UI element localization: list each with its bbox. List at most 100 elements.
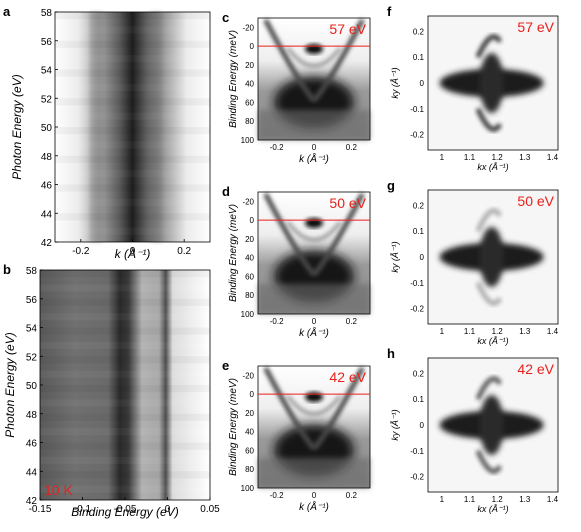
h-xtick-label: 1.4 [547, 495, 559, 504]
a-ytick-label: 44 [41, 209, 53, 220]
d-ytick-label: 0 [250, 216, 255, 225]
d-xlabel: k (Å⁻¹) [299, 326, 329, 339]
panel-g: g 50 eV 1 1.1 1.2 1.3 1.4 -0.2 -0.1 0 0.1 0.2 kx (Å⁻… [387, 178, 559, 346]
e-ytick-label: 60 [245, 446, 254, 455]
photon-energy-label: 42 eV [517, 361, 554, 377]
photon-energy-label: 57 eV [517, 19, 554, 35]
g-xtick-label: 1.1 [464, 327, 476, 336]
b-ytick-label: 58 [26, 266, 38, 277]
photon-energy-label: 50 eV [329, 195, 366, 211]
e-xtick-label: 0 [312, 491, 317, 500]
f-xtick-label: 1.3 [519, 153, 531, 162]
e-ytick-label: 0 [250, 390, 255, 399]
b-ytick-label: 52 [26, 352, 38, 363]
a-ytick-label: 50 [41, 123, 53, 134]
e-xtick-label: 0.2 [346, 491, 358, 500]
f-ytick-label: 0.1 [413, 53, 425, 62]
d-xtick-label: 0.2 [346, 317, 358, 326]
a-xtick-label: -0.2 [72, 246, 90, 257]
d-ytick-label: 20 [245, 235, 254, 244]
panel-h-frame [427, 357, 559, 493]
a-xtick-label: 0.2 [177, 246, 191, 257]
b-ytick-label: 50 [26, 381, 38, 392]
e-xlabel: k (Å⁻¹) [299, 500, 329, 513]
f-ytick-label: 0 [420, 79, 425, 88]
a-ytick-label: 48 [41, 152, 53, 163]
panel-d-frame [257, 191, 371, 315]
c-xlabel: k (Å⁻¹) [299, 152, 329, 165]
f-xtick-label: 1.2 [492, 153, 504, 162]
b-ylabel: Photon Energy (eV) [3, 332, 17, 437]
a-ytick-label: 58 [41, 8, 53, 19]
panel-a: a -0.2 0 0.2 42 44 46 48 50 52 54 56 58 k (Å⁻¹) Photo… [3, 4, 211, 261]
panel-letter-c: c [222, 10, 229, 25]
h-ytick-label: -0.1 [410, 447, 424, 456]
a-ytick-label: 42 [41, 238, 53, 249]
a-xtick-label: 0 [130, 246, 136, 257]
c-ytick-label: 20 [245, 61, 254, 70]
f-ytick-label: -0.2 [410, 131, 424, 140]
b-ytick-label: 56 [26, 295, 38, 306]
panel-d: d 50 eV -0.2 0 0.2 -20 0 20 40 60 80 100 k (Å⁻¹) Bind… [222, 184, 371, 339]
g-xlabel: kx (Å⁻¹) [477, 336, 508, 346]
d-ytick-label: 100 [241, 310, 255, 319]
c-ytick-label: 0 [250, 42, 255, 51]
panel-b-image [40, 270, 210, 500]
panel-e: e 42 eV -0.2 0 0.2 -20 0 20 40 60 80 100 k (Å⁻¹) Bind… [222, 358, 371, 513]
b-xtick-label: -0.05 [114, 504, 137, 515]
panel-a-image [55, 12, 210, 242]
panel-g-image [428, 190, 558, 324]
g-ytick-label: 0 [420, 253, 425, 262]
g-xtick-label: 1.3 [519, 327, 531, 336]
b-ytick-label: 44 [26, 467, 38, 478]
d-ytick-label: 80 [245, 291, 254, 300]
panel-h: h 42 eV 1 1.1 1.2 1.3 1.4 -0.2 -0.1 0 0.1 0.2 kx (Å⁻… [387, 346, 559, 514]
c-ytick-label: 100 [241, 136, 255, 145]
b-xlabel: Binding Energy (eV) [71, 505, 178, 519]
c-ytick-label: -20 [242, 23, 254, 32]
h-ytick-label: 0.2 [413, 369, 425, 378]
f-ytick-label: 0.2 [413, 27, 425, 36]
g-xtick-label: 1.4 [547, 327, 559, 336]
a-ylabel: Photon Energy (eV) [10, 74, 24, 179]
b-ytick-label: 54 [26, 324, 38, 335]
photon-energy-label: 57 eV [329, 21, 366, 37]
panel-letter-h: h [387, 346, 395, 361]
b-ytick-label: 48 [26, 410, 38, 421]
g-xtick-label: 1 [440, 327, 445, 336]
e-ylabel: Binding Energy (meV) [228, 378, 239, 476]
panel-h-image [428, 358, 558, 492]
g-ylabel: ky (Å⁻¹) [390, 241, 400, 272]
f-ylabel: ky (Å⁻¹) [390, 67, 400, 98]
c-ytick-label: 40 [245, 80, 254, 89]
temperature-label: 10 K [44, 482, 73, 498]
f-xlabel: kx (Å⁻¹) [477, 162, 508, 172]
d-ylabel: Binding Energy (meV) [228, 204, 239, 302]
f-xtick-label: 1.4 [547, 153, 559, 162]
panel-c: c 57 eV -0.2 0 0.2 -20 0 20 40 60 80 100 k (Å⁻¹) Bind… [222, 10, 371, 165]
panel-f: f 57 eV 1 1.1 1.2 1.3 1.4 -0.2 -0.1 0 0.1 0.2 kx (Å⁻… [387, 4, 559, 172]
f-xtick-label: 1 [440, 153, 445, 162]
d-ytick-label: 60 [245, 272, 254, 281]
c-ylabel: Binding Energy (meV) [228, 30, 239, 128]
a-ytick-label: 52 [41, 94, 53, 105]
h-ylabel: ky (Å⁻¹) [390, 409, 400, 440]
b-xtick-label: 0 [165, 504, 171, 515]
b-ytick-label: 46 [26, 439, 38, 450]
d-xtick-label: -0.2 [270, 317, 284, 326]
panel-letter-d: d [222, 184, 230, 199]
b-xtick-label: -0.15 [29, 504, 52, 515]
panel-d-image [258, 192, 370, 314]
panel-letter-e: e [222, 358, 229, 373]
photon-energy-label: 50 eV [517, 193, 554, 209]
c-ytick-label: 60 [245, 98, 254, 107]
d-xtick-label: 0 [312, 317, 317, 326]
g-ytick-label: 0.2 [413, 201, 425, 210]
panel-f-frame [427, 15, 559, 151]
e-ytick-label: 80 [245, 465, 254, 474]
b-xtick-label: 0.05 [200, 504, 220, 515]
d-ytick-label: 40 [245, 254, 254, 263]
c-xtick-label: -0.2 [270, 143, 284, 152]
h-xtick-label: 1.1 [464, 495, 476, 504]
